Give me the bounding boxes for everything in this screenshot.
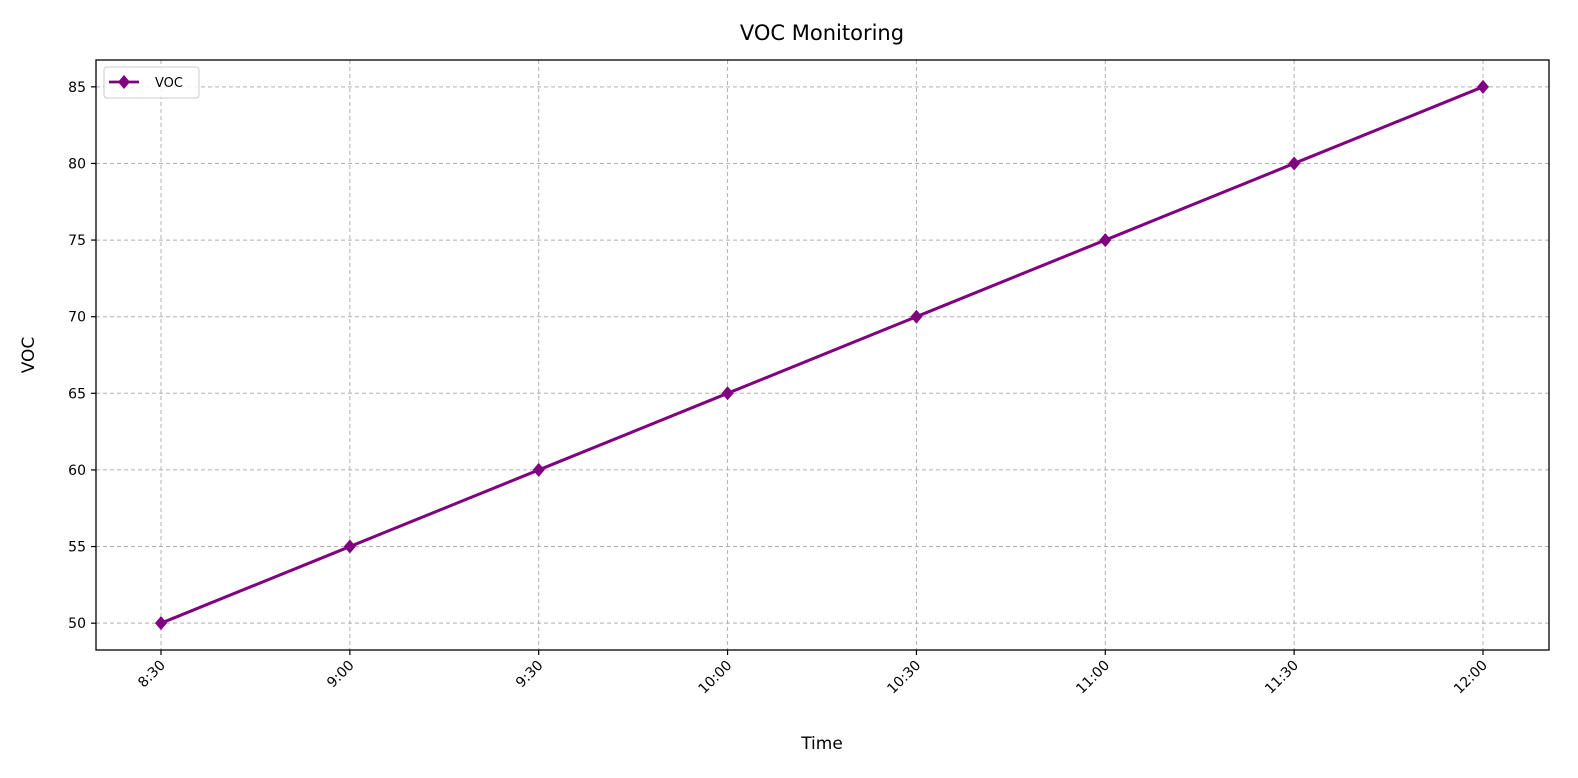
- y-tick-label: 55: [68, 540, 86, 556]
- series-line-voc: [160, 85, 1484, 625]
- x-axis-label: Time: [800, 734, 843, 754]
- chart-title: VOC Monitoring: [740, 21, 904, 45]
- legend-label-voc: VOC: [155, 76, 183, 91]
- series-layer: [155, 79, 1489, 631]
- plot-frame: [95, 59, 1550, 651]
- y-tick-label: 80: [68, 156, 86, 172]
- y-axis-label: VOC: [19, 337, 39, 374]
- y-tick-label: 75: [68, 233, 86, 249]
- data-point-marker: [1099, 233, 1112, 248]
- y-tick-label: 70: [68, 310, 86, 326]
- y-tick-label: 85: [68, 80, 86, 96]
- data-point-marker: [910, 309, 923, 324]
- y-axis-ticks: 50 55 60 65 70 75 80 85: [68, 80, 96, 632]
- y-tick-label: 65: [68, 386, 86, 402]
- legend: VOC: [103, 66, 200, 99]
- data-point-marker: [1288, 156, 1301, 171]
- y-tick-label: 60: [68, 463, 86, 479]
- legend-diamond-marker: [118, 75, 130, 89]
- data-point-marker: [155, 616, 167, 631]
- data-point-marker: [343, 539, 356, 554]
- legend-box: [103, 66, 200, 99]
- data-point-marker: [721, 386, 734, 401]
- data-point-marker: [1477, 79, 1489, 94]
- data-point-marker: [532, 462, 545, 477]
- y-tick-label: 50: [68, 616, 86, 632]
